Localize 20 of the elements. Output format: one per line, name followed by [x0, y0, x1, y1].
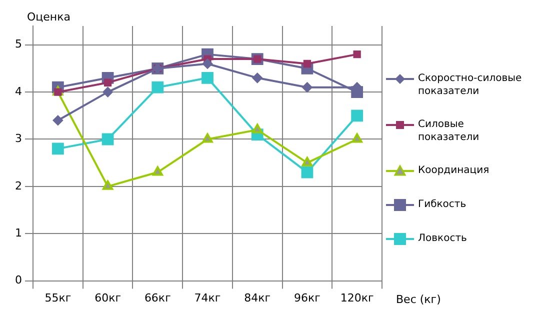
- x-tick-label: 66кг: [144, 291, 172, 304]
- y-axis-title: Оценка: [27, 10, 70, 24]
- y-tick-label: 0: [15, 274, 22, 287]
- y-tick-label: 5: [15, 38, 22, 51]
- x-axis-title: Вес (кг): [396, 292, 441, 306]
- legend-label: Скоростно-силовые показатели: [418, 72, 523, 98]
- legend-label: Ловкость: [418, 232, 467, 245]
- x-tick-label: 74кг: [194, 291, 221, 304]
- y-tick-label: 1: [15, 226, 22, 240]
- y-tick-label: 3: [15, 132, 22, 146]
- y-tick-label: 4: [15, 84, 22, 98]
- legend-label: Гибкость: [418, 198, 466, 211]
- x-tick-label: 96кг: [294, 291, 321, 304]
- legend-label: Силовые показатели: [418, 118, 480, 144]
- x-tick-label: 55кг: [44, 291, 72, 304]
- x-tick-label: 120кг: [340, 291, 374, 304]
- legend-label: Координация: [418, 164, 490, 177]
- x-tick-label: 60кг: [94, 291, 122, 304]
- x-tick-label: 84кг: [244, 291, 271, 304]
- y-tick-label: 2: [15, 179, 22, 192]
